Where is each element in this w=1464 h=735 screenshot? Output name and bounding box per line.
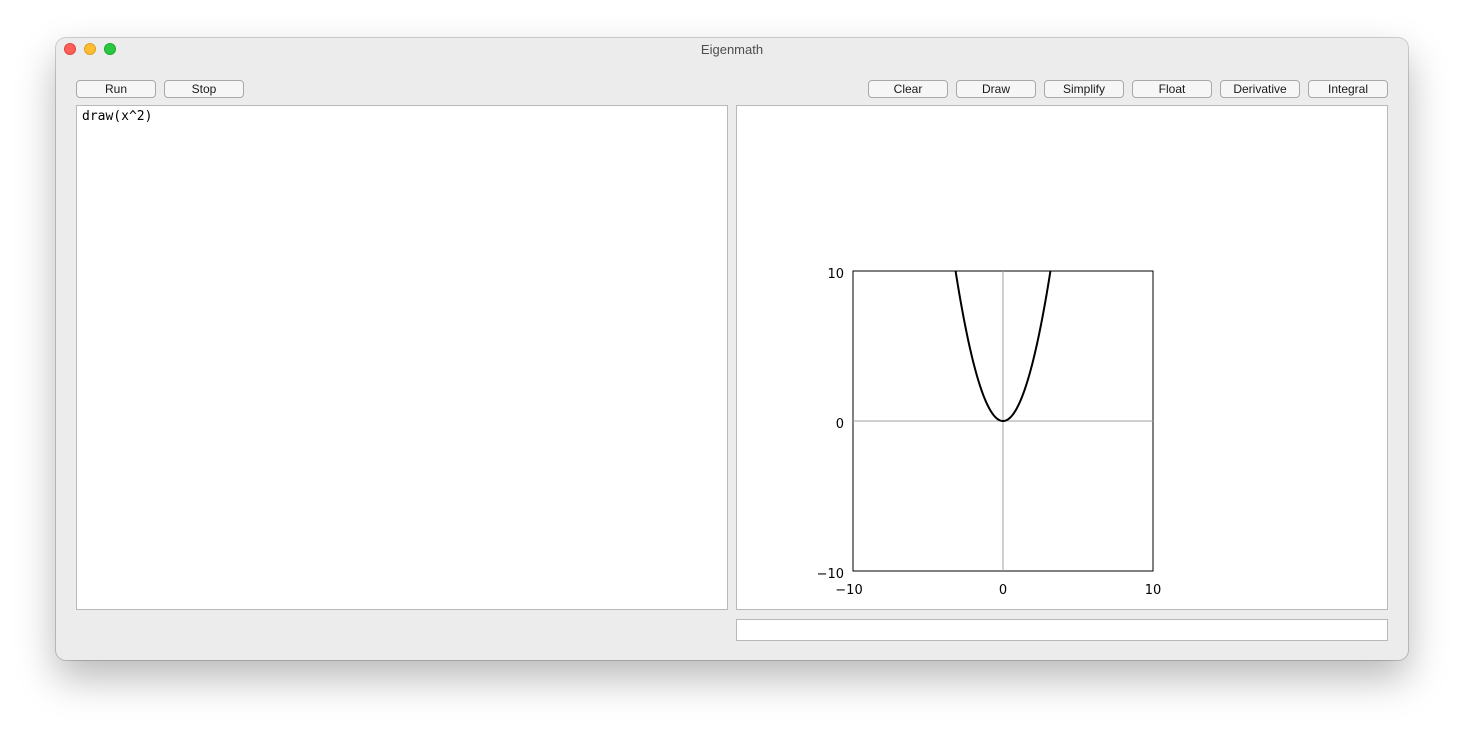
curve-x-squared xyxy=(954,270,1052,423)
x-tick-label-left: −10 xyxy=(835,583,862,598)
status-field[interactable] xyxy=(736,619,1388,641)
close-window-button[interactable] xyxy=(64,43,76,55)
draw-button[interactable]: Draw xyxy=(956,80,1036,98)
simplify-button[interactable]: Simplify xyxy=(1044,80,1124,98)
output-pane: 10 0 −10 −10 0 10 xyxy=(736,105,1388,610)
stop-button[interactable]: Stop xyxy=(164,80,244,98)
zoom-window-button[interactable] xyxy=(104,43,116,55)
y-tick-label-top: 10 xyxy=(827,267,844,282)
y-tick-label-bottom: −10 xyxy=(817,567,844,582)
window-title: Eigenmath xyxy=(700,42,764,57)
minimize-window-button[interactable] xyxy=(84,43,96,55)
title-bar[interactable]: Eigenmath xyxy=(56,38,1408,60)
float-button[interactable]: Float xyxy=(1132,80,1212,98)
editor-text[interactable]: draw(x^2) xyxy=(82,109,153,124)
run-button[interactable]: Run xyxy=(76,80,156,98)
clear-button[interactable]: Clear xyxy=(868,80,948,98)
app-window: Eigenmath Run Stop Clear Draw Simplify F… xyxy=(56,38,1408,660)
y-tick-label-middle: 0 xyxy=(836,417,844,432)
script-editor[interactable]: draw(x^2) xyxy=(76,105,728,610)
x-tick-label-middle: 0 xyxy=(999,583,1007,598)
integral-button[interactable]: Integral xyxy=(1308,80,1388,98)
x-tick-label-right: 10 xyxy=(1145,583,1162,598)
derivative-button[interactable]: Derivative xyxy=(1220,80,1300,98)
plot-svg: 10 0 −10 −10 0 10 xyxy=(817,267,1162,598)
